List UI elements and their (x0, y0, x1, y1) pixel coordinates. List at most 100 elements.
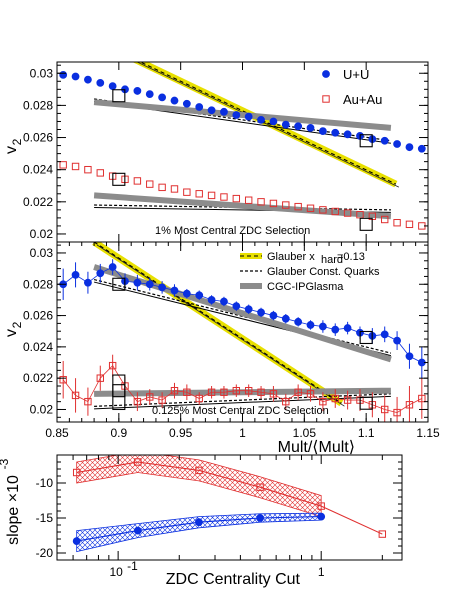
auau-point (257, 388, 265, 396)
auau-slope-point (378, 530, 387, 538)
auau-point (108, 361, 117, 370)
plot-frame (56, 454, 403, 561)
glauber-xhard-line (93, 242, 342, 404)
plot-area-top (59, 62, 426, 231)
auau-point (381, 215, 389, 224)
auau-point (232, 386, 241, 395)
auau-point (343, 209, 352, 217)
y-tick-label: 0.022 (23, 195, 53, 209)
x-tick-label: 0.85 (45, 426, 69, 440)
auau-point (207, 388, 216, 396)
y-axis-label: slope ×10 (5, 475, 22, 545)
y-axis-label-sub: 2 (10, 138, 24, 145)
uu-point (232, 302, 241, 311)
auau-point (195, 190, 203, 198)
x-tick-label: 1 (239, 426, 246, 440)
y-tick-label: 0.03 (30, 246, 54, 260)
auau-point (207, 191, 216, 200)
uu-point (343, 324, 352, 332)
syst-box (112, 89, 126, 103)
auau-point (220, 388, 228, 396)
auau-slope-point (134, 458, 142, 466)
syst-box (359, 396, 373, 410)
auau-point (170, 185, 179, 193)
x-tick-label-10-exp: -1 (127, 559, 138, 573)
auau-point (59, 161, 67, 169)
uu-point (145, 90, 154, 99)
y-axis-label-sub: 2 (10, 321, 24, 328)
auau-point (84, 165, 92, 174)
auau-point (133, 397, 142, 406)
uu-point (133, 87, 142, 95)
y-tick-label: 0.026 (23, 309, 53, 323)
glauber-const-quarks-line (94, 393, 391, 407)
uu-point (405, 143, 414, 152)
uu-point (343, 130, 352, 139)
uu-point (170, 286, 179, 295)
y-tick-label: 0.022 (23, 371, 53, 385)
syst-box (359, 330, 373, 345)
uu-point (331, 325, 340, 334)
uu-point (257, 308, 265, 317)
y-axis-label: v (3, 146, 20, 154)
auau-point (96, 169, 104, 177)
uu-point (306, 123, 315, 132)
auau-slope-line (76, 461, 383, 535)
auau-point (146, 180, 154, 188)
uu-point (244, 305, 253, 314)
auau-point (319, 206, 327, 214)
uu-point (257, 115, 265, 124)
auau-point (319, 397, 327, 406)
glauber-xhard-edge (96, 244, 345, 407)
uu-point (71, 270, 80, 279)
auau-point (146, 393, 154, 401)
uu-point (84, 278, 92, 287)
uu-point (294, 122, 303, 131)
uu-point (318, 322, 327, 331)
uu-point (281, 120, 290, 129)
syst-box (112, 277, 126, 291)
x-tick-label: 0.9 (110, 426, 127, 440)
auau-point (232, 194, 241, 203)
auau-point (294, 202, 302, 211)
y-tick-label: 0.03 (30, 66, 54, 80)
uu-point (170, 96, 179, 105)
auau-point (294, 388, 302, 396)
glauber-const-quarks-line (94, 204, 391, 211)
auau-point (331, 394, 339, 403)
auau-point (71, 391, 80, 400)
legend-uu-marker (322, 70, 330, 78)
uu-point (232, 111, 241, 119)
uu-point (244, 112, 253, 121)
uu-slope-point (195, 518, 203, 527)
auau-point (343, 396, 352, 404)
uu-point (220, 297, 228, 306)
legend-glauber-xhard-sub: hard (321, 254, 343, 266)
uu-point (84, 75, 92, 84)
uu-point (405, 352, 414, 361)
auau-point (331, 207, 339, 216)
uu-point (158, 283, 167, 292)
uu-point (281, 314, 290, 323)
x-tick-label: 1.15 (416, 426, 440, 440)
uu-point (195, 291, 204, 300)
syst-box (359, 217, 373, 231)
syst-box (359, 134, 373, 148)
auau-point (405, 401, 414, 409)
auau-slope-point (256, 483, 264, 491)
y-tick-label: 0.028 (23, 277, 53, 291)
uu-point (145, 280, 154, 289)
uu-point (158, 93, 167, 102)
uu-point (393, 336, 401, 345)
legend-auau-label: Au+Au (343, 92, 382, 107)
y-tick-label: -10 (36, 476, 54, 490)
uu-point (96, 269, 105, 278)
auau-point (257, 198, 265, 206)
cgc-ipglasma-band (94, 387, 391, 397)
uu-point (59, 70, 68, 79)
auau-point (71, 162, 80, 171)
uu-point (318, 127, 327, 136)
auau-syst-band (76, 455, 322, 518)
glauber-xhard-line (139, 62, 397, 185)
